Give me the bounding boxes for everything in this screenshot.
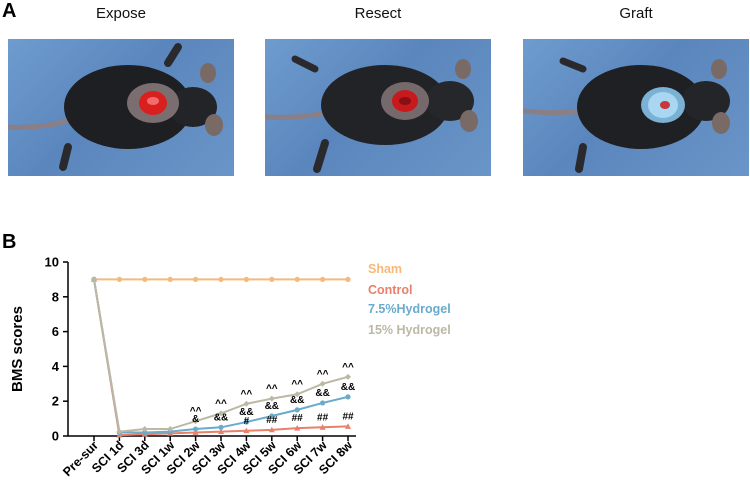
- data-point: [218, 424, 224, 430]
- photo-title-expose: Expose: [95, 5, 147, 22]
- data-point: [320, 276, 326, 282]
- data-point: [268, 426, 275, 433]
- legend-hydrogel-7-5: 7.5%Hydrogel: [368, 302, 451, 316]
- significance-label: &&: [265, 401, 279, 412]
- significance-label: ^^: [291, 379, 303, 390]
- photo-title-graft: Graft: [619, 5, 653, 22]
- data-point: [269, 413, 275, 419]
- panel-a-label: A: [2, 0, 17, 22]
- data-point: [218, 410, 224, 417]
- data-point: [193, 276, 199, 282]
- data-point: [345, 423, 351, 429]
- bms-line-chart: ^^&^^&&^^&&#^^&&##^^&&##^^&&##^^&&## 024…: [9, 255, 356, 479]
- data-point: [193, 426, 199, 432]
- data-point: [116, 276, 122, 282]
- data-point: [243, 427, 250, 434]
- data-point: [345, 394, 351, 400]
- significance-label: ^^: [241, 389, 253, 400]
- significance-label: ^^: [266, 384, 278, 395]
- significance-label: &: [192, 414, 199, 425]
- data-point: [116, 428, 123, 435]
- significance-label: ^^: [342, 362, 354, 373]
- data-point: [294, 276, 300, 282]
- significance-label: ##: [266, 415, 278, 426]
- mouse-photo-resect: [265, 55, 478, 173]
- significance-label: ##: [342, 411, 354, 422]
- data-point: [243, 276, 249, 282]
- photo-title-resect: Resect: [354, 5, 402, 22]
- photo-resect: [265, 39, 491, 176]
- mouse-photo-graft: [523, 57, 730, 173]
- data-point: [243, 400, 250, 407]
- significance-label: ^^: [190, 406, 202, 417]
- y-tick-label: 4: [52, 359, 60, 374]
- data-point: [269, 276, 275, 282]
- data-point: [142, 429, 148, 436]
- legend-sham: Sham: [368, 262, 403, 276]
- data-point: [320, 400, 326, 406]
- data-point: [141, 426, 148, 433]
- y-axis-label: BMS scores: [9, 306, 26, 392]
- data-point: [294, 391, 301, 398]
- significance-label: &&: [341, 382, 355, 393]
- photo-graft: [523, 39, 749, 176]
- data-point: [345, 373, 351, 380]
- y-tick-label: 2: [52, 394, 59, 409]
- significance-label: ##: [317, 412, 329, 423]
- panel-b-label: B: [2, 231, 17, 253]
- data-point: [294, 424, 301, 431]
- data-point: [319, 424, 326, 430]
- data-point: [91, 276, 97, 283]
- y-tick-label: 8: [52, 289, 59, 304]
- significance-label: &&: [315, 388, 329, 399]
- significance-label: #: [244, 416, 250, 427]
- data-point: [167, 426, 174, 433]
- y-tick-label: 0: [52, 429, 59, 444]
- significance-label: ##: [292, 413, 304, 424]
- significance-label: ^^: [215, 398, 227, 409]
- photo-expose: [8, 39, 234, 176]
- y-tick-label: 6: [52, 324, 59, 339]
- data-point: [243, 419, 249, 425]
- data-point: [167, 276, 173, 282]
- data-point: [142, 276, 148, 282]
- data-point: [319, 380, 326, 387]
- data-point: [192, 429, 199, 435]
- mouse-photo-expose: [8, 43, 223, 171]
- data-point: [218, 428, 224, 435]
- data-point: [218, 276, 224, 282]
- data-point: [192, 418, 199, 425]
- significance-label: ^^: [317, 369, 329, 380]
- y-tick-label: 10: [45, 255, 59, 270]
- data-point: [294, 407, 300, 413]
- data-point: [268, 395, 275, 402]
- legend-hydrogel-15: 15% Hydrogel: [368, 323, 451, 337]
- significance-label: &&: [214, 412, 228, 423]
- data-point: [345, 276, 351, 282]
- significance-label: &&: [290, 395, 304, 406]
- legend-control: Control: [368, 283, 413, 297]
- significance-label: &&: [239, 407, 253, 418]
- series-line-2: [93, 279, 349, 434]
